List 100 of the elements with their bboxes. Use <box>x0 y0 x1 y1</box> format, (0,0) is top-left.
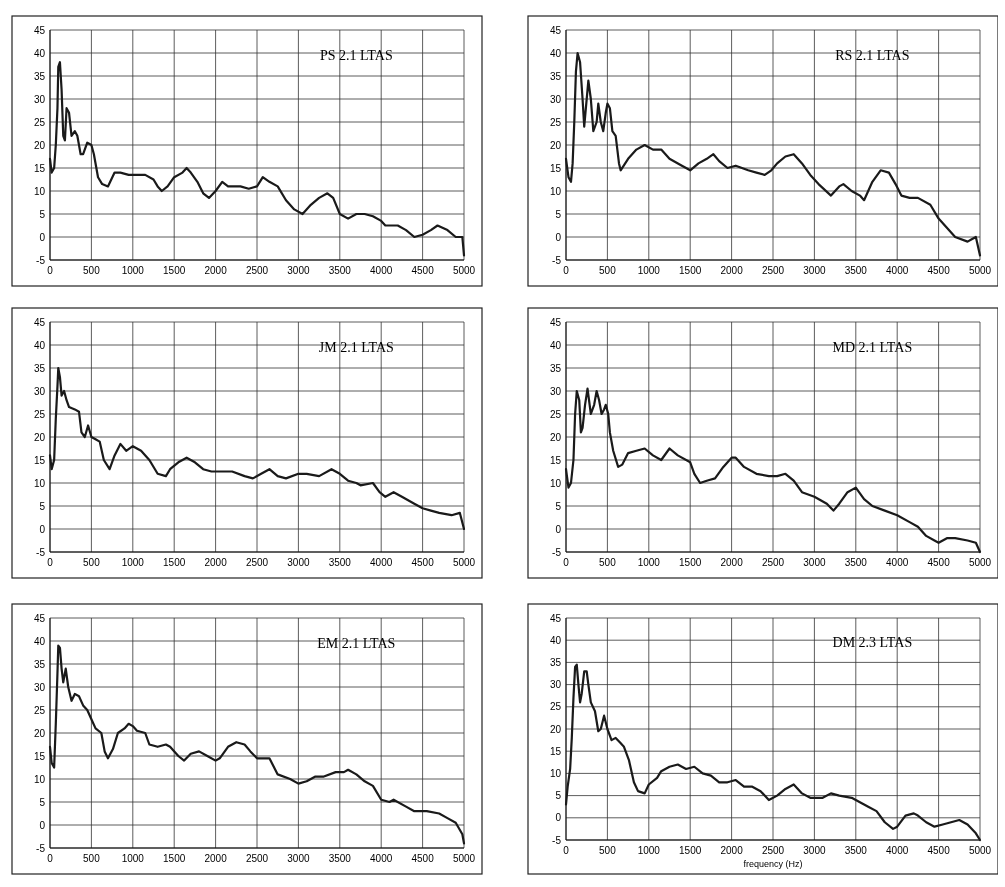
y-tick-label: 15 <box>33 750 46 762</box>
text: RS 2.1 LTAS <box>835 47 910 63</box>
y-tick-label: 10 <box>549 767 562 779</box>
y-tick-label: 20 <box>549 431 562 443</box>
y-tick-label: 20 <box>33 727 46 739</box>
text: JM 2.1 LTAS <box>318 339 394 355</box>
y-tick-label: 45 <box>33 24 46 36</box>
x-tick-label: 4000 <box>370 557 393 568</box>
text: EM 2.1 LTAS <box>317 635 396 651</box>
x-tick-label: 4000 <box>886 557 909 568</box>
y-tick-label: 25 <box>549 701 562 713</box>
y-tick-label: 0 <box>39 523 46 535</box>
y-tick-label: 35 <box>33 70 46 82</box>
y-tick-label: 0 <box>39 819 46 831</box>
x-tick-label: 2000 <box>720 845 744 856</box>
y-tick-label: 45 <box>549 612 562 624</box>
x-tick-label: 3500 <box>328 557 352 568</box>
x-tick-label: 1000 <box>121 557 145 568</box>
y-tick-label: -5 <box>552 834 562 846</box>
x-tick-label: 2000 <box>204 557 228 568</box>
y-tick-label: 10 <box>33 477 46 489</box>
y-tick-label: 40 <box>33 339 46 351</box>
x-tick-label: 1500 <box>679 845 702 856</box>
x-tick-label: 1000 <box>637 557 661 568</box>
y-tick-label: 40 <box>549 47 562 59</box>
x-tick-label: 4000 <box>886 265 909 276</box>
x-tick-label: 3000 <box>803 557 826 568</box>
y-tick-label: -5 <box>36 254 46 266</box>
x-tick-label: 500 <box>83 265 101 276</box>
x-tick-label: 0 <box>563 265 570 276</box>
y-tick-label: 35 <box>33 362 46 374</box>
y-tick-label: 35 <box>549 70 562 82</box>
x-tick-label: 3500 <box>844 557 868 568</box>
x-tick-label: 2000 <box>204 853 228 864</box>
x-tick-label: 3500 <box>328 265 352 276</box>
y-tick-label: 40 <box>549 634 562 646</box>
x-tick-label: 1500 <box>163 557 186 568</box>
y-tick-label: 5 <box>555 500 562 512</box>
x-tick-label: 500 <box>599 265 617 276</box>
x-tick-label: 4500 <box>927 557 951 568</box>
y-tick-label: 30 <box>549 385 562 397</box>
x-tick-label: 3500 <box>328 853 352 864</box>
y-tick-label: 30 <box>549 93 562 105</box>
x-tick-label: 2500 <box>245 557 269 568</box>
y-tick-label: 35 <box>33 658 46 670</box>
y-tick-label: 15 <box>549 745 562 757</box>
x-tick-label: 1000 <box>121 265 145 276</box>
x-tick-label: 1500 <box>679 265 702 276</box>
x-tick-label: 0 <box>47 853 54 864</box>
x-tick-label: 0 <box>563 557 570 568</box>
x-tick-label: 1500 <box>163 853 186 864</box>
y-tick-label: 20 <box>33 431 46 443</box>
y-tick-label: 5 <box>39 208 46 220</box>
x-tick-label: 4500 <box>411 557 435 568</box>
y-tick-label: 5 <box>555 208 562 220</box>
x-tick-label: 0 <box>563 845 570 856</box>
x-tick-label: 3000 <box>803 845 826 856</box>
y-tick-label: 35 <box>549 656 562 668</box>
x-tick-label: 3500 <box>844 845 868 856</box>
x-tick-label: 0 <box>47 265 54 276</box>
y-tick-label: 10 <box>33 773 46 785</box>
y-tick-label: 20 <box>33 139 46 151</box>
x-axis-title: frequency (Hz) <box>743 859 803 869</box>
x-tick-label: 500 <box>83 853 101 864</box>
x-tick-label: 2500 <box>761 265 785 276</box>
y-tick-label: 45 <box>33 316 46 328</box>
y-tick-label: -5 <box>552 546 562 558</box>
y-tick-label: -5 <box>552 254 562 266</box>
y-tick-label: -5 <box>36 842 46 854</box>
x-tick-label: 1000 <box>121 853 145 864</box>
x-tick-label: 500 <box>83 557 101 568</box>
x-tick-label: 4500 <box>927 845 951 856</box>
x-tick-label: 2000 <box>720 557 744 568</box>
x-tick-label: 1000 <box>637 265 661 276</box>
text: MD 2.1 LTAS <box>832 339 913 355</box>
y-tick-label: 30 <box>33 385 46 397</box>
x-tick-label: 2000 <box>204 265 228 276</box>
y-tick-label: 25 <box>549 116 562 128</box>
x-tick-label: 1500 <box>163 265 186 276</box>
x-tick-label: 4500 <box>411 853 435 864</box>
text: PS 2.1 LTAS <box>320 47 393 63</box>
y-tick-label: 30 <box>549 679 562 691</box>
x-tick-label: 2500 <box>761 845 785 856</box>
y-tick-label: 15 <box>549 162 562 174</box>
y-tick-label: 45 <box>549 316 562 328</box>
x-tick-label: 3500 <box>844 265 868 276</box>
x-tick-label: 2500 <box>245 853 269 864</box>
x-tick-label: 500 <box>599 845 617 856</box>
y-tick-label: 20 <box>549 139 562 151</box>
y-tick-label: 30 <box>33 681 46 693</box>
y-tick-label: 5 <box>555 790 562 802</box>
x-tick-label: 5000 <box>452 265 476 276</box>
y-tick-label: 40 <box>33 635 46 647</box>
x-tick-label: 2500 <box>245 265 269 276</box>
x-tick-label: 4000 <box>370 265 393 276</box>
y-tick-label: 30 <box>33 93 46 105</box>
y-tick-label: 20 <box>549 723 562 735</box>
y-tick-label: -5 <box>36 546 46 558</box>
x-tick-label: 5000 <box>452 557 476 568</box>
y-tick-label: 45 <box>549 24 562 36</box>
